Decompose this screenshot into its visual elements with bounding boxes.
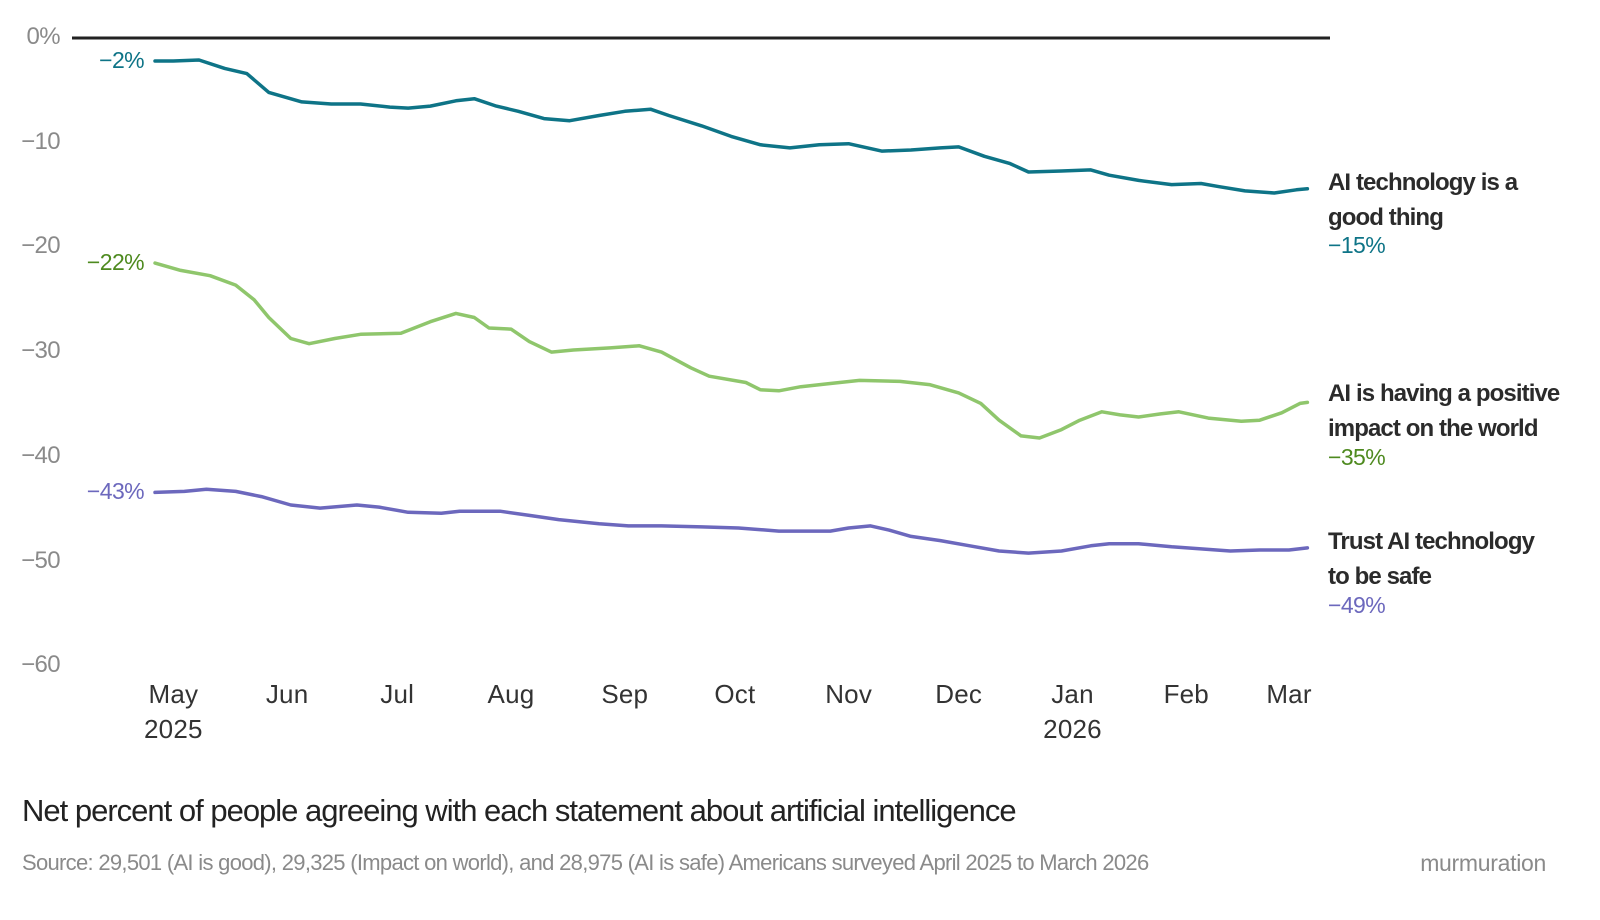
y-tick-label: −30 [21,337,61,365]
x-tick-label: Jan [1051,679,1094,709]
brand-logo: murmuration [1420,850,1546,876]
series-name: Trust AI technology [1328,528,1535,555]
series-line [153,261,1310,440]
x-tick-label: Dec [935,679,983,709]
x-tick-label: Oct [714,679,756,709]
y-tick-label: −50 [21,546,61,574]
source-note: Source: 29,501 (AI is good), 29,325 (Imp… [22,850,1149,875]
x-tick-label: Nov [825,679,873,709]
series-end-label: −35% [1328,444,1386,470]
series-start-label: −22% [86,249,145,276]
series-line [153,58,1310,195]
x-tick-label: May [148,679,199,709]
x-tick-year: 2025 [144,714,203,744]
series-name: good thing [1328,204,1444,231]
x-tick-year: 2026 [1043,714,1102,744]
series-name: AI technology is a [1328,169,1518,196]
x-tick-label: Jun [265,679,309,709]
x-tick-label: Sep [601,679,649,709]
series-start-label: −43% [86,478,145,505]
series-name: AI is having a positive [1328,380,1560,407]
y-tick-label: −20 [21,232,61,260]
chart-title: Net percent of people agreeing with each… [22,793,1017,828]
series-name: impact on the world [1328,415,1538,442]
y-tick-label: 0% [26,23,61,50]
series-line [153,487,1310,555]
x-tick-label: Aug [487,679,535,709]
y-tick-label: −60 [21,651,61,679]
series-end-label: −49% [1328,592,1386,618]
y-tick-label: −40 [21,441,61,469]
x-tick-label: Feb [1163,679,1209,709]
y-tick-label: −10 [21,127,61,155]
x-tick-label: Mar [1266,679,1312,709]
x-tick-label: Jul [380,679,415,709]
series-end-label: −15% [1328,232,1386,258]
series-name: to be safe [1328,563,1432,590]
series-start-label: −2% [99,47,144,74]
